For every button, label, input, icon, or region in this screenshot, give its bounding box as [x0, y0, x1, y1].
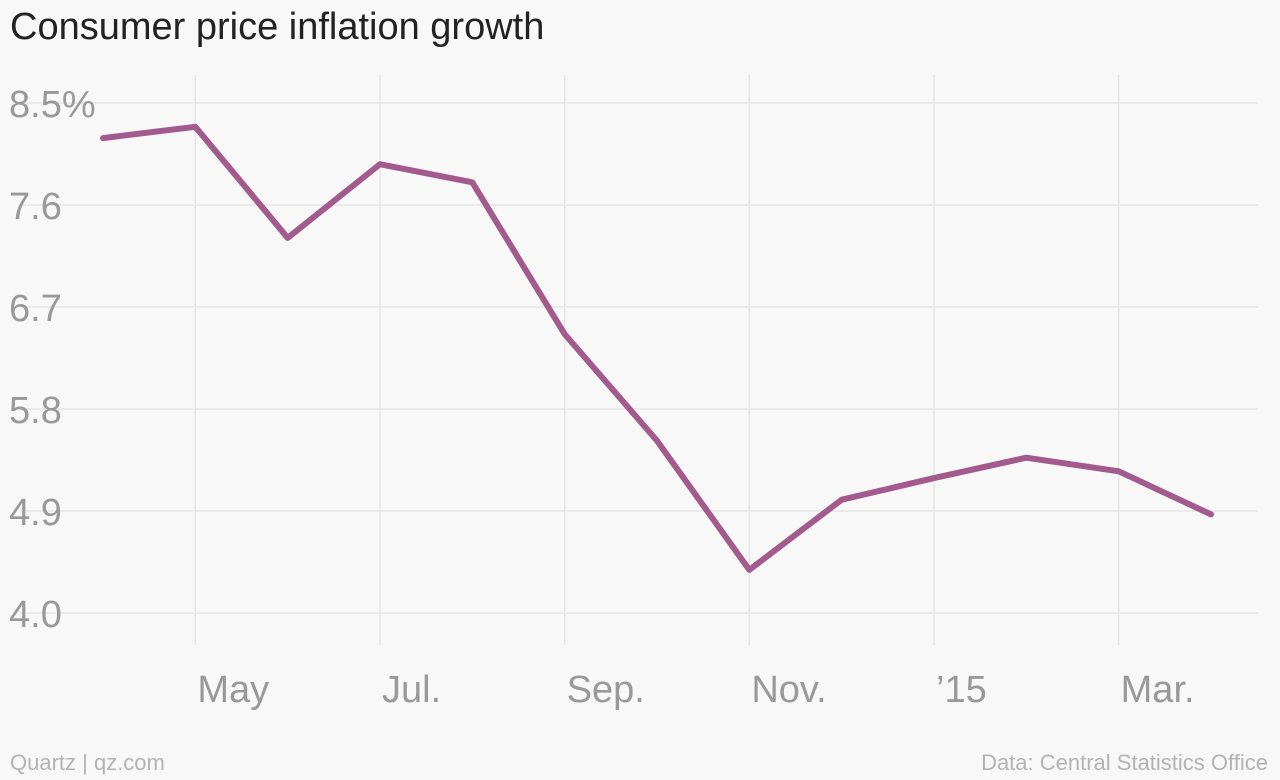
x-tick-label: Mar.: [1121, 669, 1195, 711]
y-tick-label: 4.9: [9, 492, 62, 534]
x-tick-label: Sep.: [567, 669, 645, 711]
source-text: Data: Central Statistics Office: [981, 750, 1268, 775]
series-layer: [100, 123, 1214, 573]
y-tick-label: 7.6: [9, 186, 62, 228]
y-tick-label: 6.7: [9, 288, 62, 330]
series-line: [100, 123, 1214, 573]
chart-title: Consumer price inflation growth: [10, 6, 545, 48]
y-axis: 8.5% 7.6 6.7 5.8 4.9 4.0: [9, 84, 96, 636]
y-tick-label: 4.0: [9, 594, 62, 636]
y-tick-label: 8.5%: [9, 84, 96, 126]
x-tick-label: May: [197, 669, 269, 711]
x-tick-label: ’15: [936, 669, 987, 711]
credit-text: Quartz | qz.com: [10, 750, 165, 775]
y-tick-label: 5.8: [9, 390, 62, 432]
x-axis: May Jul. Sep. Nov. ’15 Mar.: [197, 669, 1194, 711]
x-tick-label: Jul.: [382, 669, 441, 711]
x-tick-label: Nov.: [751, 669, 826, 711]
grid-layer: [20, 75, 1258, 645]
